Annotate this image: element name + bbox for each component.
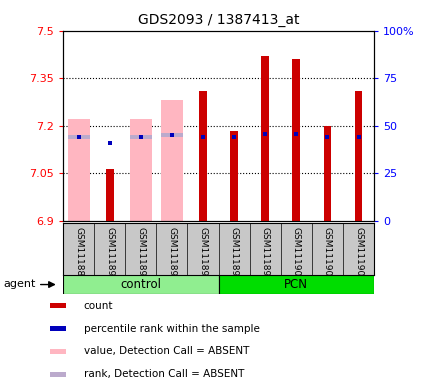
Text: rank, Detection Call = ABSENT: rank, Detection Call = ABSENT xyxy=(84,369,243,379)
Bar xyxy=(68,135,89,139)
Bar xyxy=(49,349,66,354)
Bar xyxy=(49,372,66,377)
Text: count: count xyxy=(84,301,113,311)
Bar xyxy=(161,133,182,137)
Bar xyxy=(199,91,207,221)
Bar xyxy=(130,119,151,221)
Bar xyxy=(354,91,362,221)
Text: agent: agent xyxy=(3,279,36,289)
Bar xyxy=(292,59,299,221)
Text: GSM111891: GSM111891 xyxy=(136,227,145,282)
Text: GSM111905: GSM111905 xyxy=(353,227,362,282)
Bar xyxy=(68,119,89,221)
Text: GSM111890: GSM111890 xyxy=(105,227,114,282)
Bar xyxy=(49,326,66,331)
Bar xyxy=(230,131,237,221)
Text: PCN: PCN xyxy=(284,278,308,291)
Text: GSM111899: GSM111899 xyxy=(260,227,269,282)
Bar xyxy=(323,126,331,221)
Bar xyxy=(161,100,182,221)
Text: GSM111888: GSM111888 xyxy=(74,227,83,282)
Bar xyxy=(63,275,218,294)
Text: GSM111893: GSM111893 xyxy=(167,227,176,282)
Bar xyxy=(261,56,269,221)
Bar xyxy=(130,135,151,139)
Text: GSM111897: GSM111897 xyxy=(229,227,238,282)
Title: GDS2093 / 1387413_at: GDS2093 / 1387413_at xyxy=(138,13,299,27)
Bar xyxy=(49,303,66,308)
Bar xyxy=(105,169,113,221)
Text: control: control xyxy=(120,278,161,291)
Text: percentile rank within the sample: percentile rank within the sample xyxy=(84,324,259,334)
Text: GSM111901: GSM111901 xyxy=(291,227,300,282)
Text: value, Detection Call = ABSENT: value, Detection Call = ABSENT xyxy=(84,346,249,356)
Text: GSM111895: GSM111895 xyxy=(198,227,207,282)
Bar xyxy=(218,275,373,294)
Text: GSM111903: GSM111903 xyxy=(322,227,331,282)
